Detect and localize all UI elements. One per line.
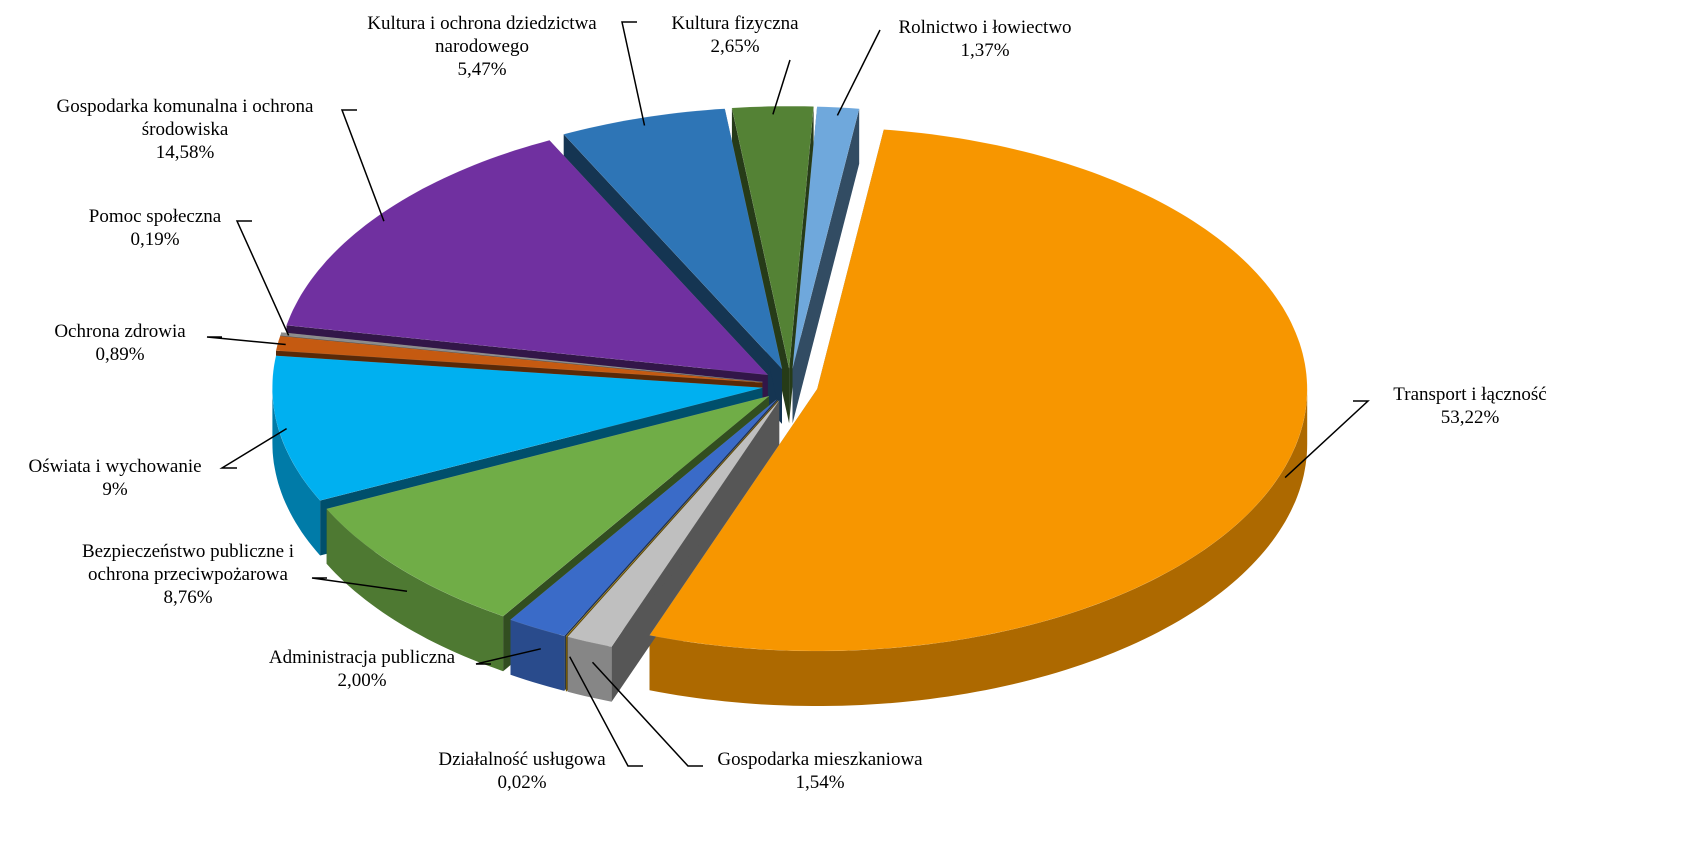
slice: [565, 400, 779, 637]
data-label: Oświata i wychowanie 9%: [28, 455, 201, 501]
category-label: Transport i łączność: [1393, 384, 1547, 405]
data-label: Ochrona zdrowia 0,89%: [54, 320, 185, 366]
leader-line: [475, 648, 541, 665]
value-label: 53,22%: [1440, 407, 1500, 428]
leader-line: [591, 661, 703, 767]
data-label: Transport i łączność 53,22%: [1393, 383, 1546, 429]
data-label: Działalność usługowa 0,02%: [438, 748, 605, 794]
value-label: 8,76%: [163, 587, 213, 608]
slice-side: [326, 508, 504, 672]
slice-tops: [272, 105, 1308, 652]
category-label: Gospodarka komunalna i ochrona środowisk…: [56, 96, 314, 140]
leader-line: [235, 220, 290, 336]
value-label: 0,02%: [497, 772, 547, 793]
slice: [510, 399, 777, 637]
leader-line: [621, 21, 646, 126]
data-label: Bezpieczeństwo publiczne i ochrona przec…: [58, 540, 318, 609]
value-label: 0,19%: [130, 229, 180, 250]
value-label: 2,65%: [710, 36, 760, 57]
slice: [326, 395, 770, 617]
data-label: Kultura fizyczna 2,65%: [671, 12, 798, 58]
leader-line: [311, 577, 408, 593]
slice-wall: [792, 108, 860, 424]
leader-lines: [206, 21, 1370, 767]
data-label: Gospodarka mieszkaniowa 1,54%: [717, 748, 922, 794]
value-label: 5,47%: [457, 59, 507, 80]
slice: [649, 129, 1308, 652]
slice: [567, 400, 780, 647]
leader-line: [206, 336, 286, 346]
data-label: Pomoc społeczna 0,19%: [89, 205, 221, 251]
slice: [272, 355, 763, 501]
category-label: Działalność usługowa: [438, 749, 606, 770]
data-label: Kultura i ochrona dziedzictwa narodowego…: [332, 12, 632, 81]
leader-line: [1284, 400, 1370, 479]
data-label: Gospodarka komunalna i ochrona środowisk…: [20, 95, 350, 164]
value-label: 0,89%: [95, 344, 145, 365]
data-label: Rolnictwo i łowiectwo 1,37%: [898, 16, 1071, 62]
value-label: 1,37%: [960, 40, 1010, 61]
category-label: Ochrona zdrowia: [54, 321, 186, 342]
slice: [731, 105, 814, 369]
category-label: Kultura fizyczna: [671, 13, 799, 34]
slice: [286, 140, 769, 376]
category-label: Gospodarka mieszkaniowa: [717, 749, 923, 770]
leader-line: [836, 29, 881, 116]
category-label: Administracja publiczna: [268, 647, 456, 668]
slice-side: [567, 636, 612, 702]
slice-side: [565, 636, 567, 692]
slice-side: [649, 389, 1308, 706]
leader-line: [569, 656, 643, 767]
value-label: 9%: [102, 479, 128, 500]
slice: [792, 106, 860, 369]
value-label: 14,58%: [155, 142, 215, 163]
slice-side: [272, 387, 321, 556]
category-label: Bezpieczeństwo publiczne i ochrona przec…: [81, 541, 295, 585]
category-label: Rolnictwo i łowiectwo: [898, 17, 1072, 38]
slice: [279, 332, 763, 383]
value-label: 2,00%: [337, 670, 387, 691]
leader-line: [219, 427, 287, 469]
category-label: Pomoc społeczna: [88, 206, 222, 227]
data-label: Administracja publiczna 2,00%: [269, 646, 455, 692]
category-label: Kultura i ochrona dziedzictwa narodowego: [367, 13, 597, 57]
leader-line: [340, 109, 385, 222]
category-label: Oświata i wychowanie: [28, 456, 202, 477]
leader-line: [772, 59, 791, 115]
slice-side: [510, 619, 565, 691]
value-label: 1,54%: [795, 772, 845, 793]
